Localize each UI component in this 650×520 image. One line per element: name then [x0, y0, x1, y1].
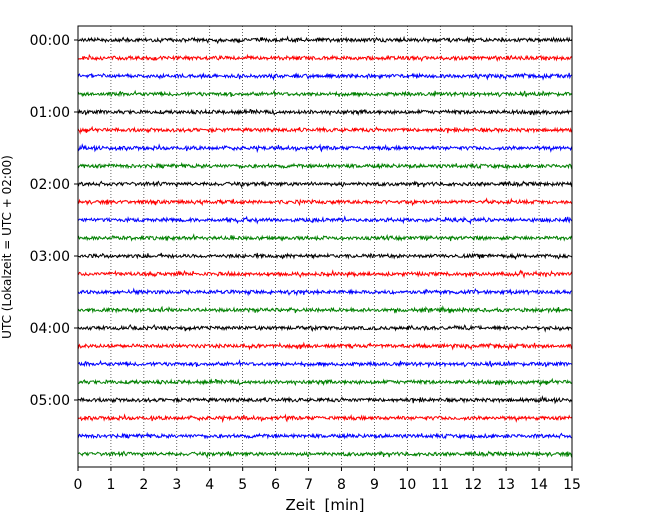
trace-line — [77, 287, 573, 297]
trace-line — [77, 431, 573, 441]
trace-line — [77, 53, 573, 63]
x-tick-label: 1 — [106, 477, 115, 493]
trace-line — [77, 252, 573, 261]
trace-line — [77, 395, 573, 405]
x-tick-label: 10 — [398, 477, 416, 493]
trace-line — [77, 215, 573, 225]
trace-line — [77, 413, 573, 424]
x-tick-label: 3 — [172, 477, 181, 493]
trace-line — [77, 197, 573, 207]
x-tick-label: 2 — [139, 477, 148, 493]
x-tick-label: 0 — [74, 477, 83, 493]
trace-line — [77, 233, 573, 242]
trace-line — [77, 269, 573, 279]
x-tick-label: 13 — [497, 477, 515, 493]
y-tick-label: 04:00 — [30, 321, 70, 337]
y-tick-label: 05:00 — [30, 393, 70, 409]
x-axis-title: Zeit [min] — [285, 496, 364, 514]
trace-line — [77, 341, 573, 351]
trace-line — [77, 180, 573, 189]
trace-line — [77, 125, 573, 135]
trace-line — [77, 89, 573, 99]
trace-line — [77, 161, 573, 171]
x-tick-label: 14 — [530, 477, 548, 493]
y-axis-title: UTC (Lokalzeit = UTC + 02:00) — [0, 155, 14, 339]
x-tick-label: 11 — [431, 477, 449, 493]
x-tick-label: 7 — [304, 477, 313, 493]
y-tick-label: 02:00 — [30, 177, 70, 193]
trace-line — [77, 377, 573, 387]
x-tick-label: 15 — [563, 477, 581, 493]
x-tick-label: 6 — [271, 477, 280, 493]
y-axis: 00:00 01:00 02:00 03:00 04:00 05:00 — [30, 33, 78, 409]
y-tick-label: 01:00 — [30, 105, 70, 121]
y-tick-label: 03:00 — [30, 249, 70, 265]
trace-line — [77, 305, 573, 314]
traces — [77, 35, 573, 459]
x-tick-label: 4 — [205, 477, 214, 493]
x-axis: 0 1 2 3 4 5 6 7 8 9 10 11 12 13 14 15 — [74, 467, 581, 493]
y-tick-label: 00:00 — [30, 33, 70, 49]
trace-line — [77, 450, 573, 459]
x-tick-label: 12 — [464, 477, 482, 493]
trace-line — [77, 108, 573, 117]
plot-frame — [77, 25, 573, 468]
trace-line — [77, 143, 573, 154]
trace-line — [77, 359, 573, 369]
trace-line — [77, 324, 573, 333]
x-tick-label: 9 — [370, 477, 379, 493]
x-tick-label: 8 — [337, 477, 346, 493]
trace-line — [77, 35, 573, 45]
x-tick-label: 5 — [238, 477, 247, 493]
trace-line — [77, 72, 573, 81]
